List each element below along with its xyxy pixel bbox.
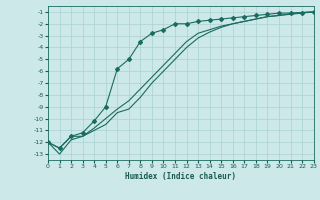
X-axis label: Humidex (Indice chaleur): Humidex (Indice chaleur) xyxy=(125,172,236,181)
